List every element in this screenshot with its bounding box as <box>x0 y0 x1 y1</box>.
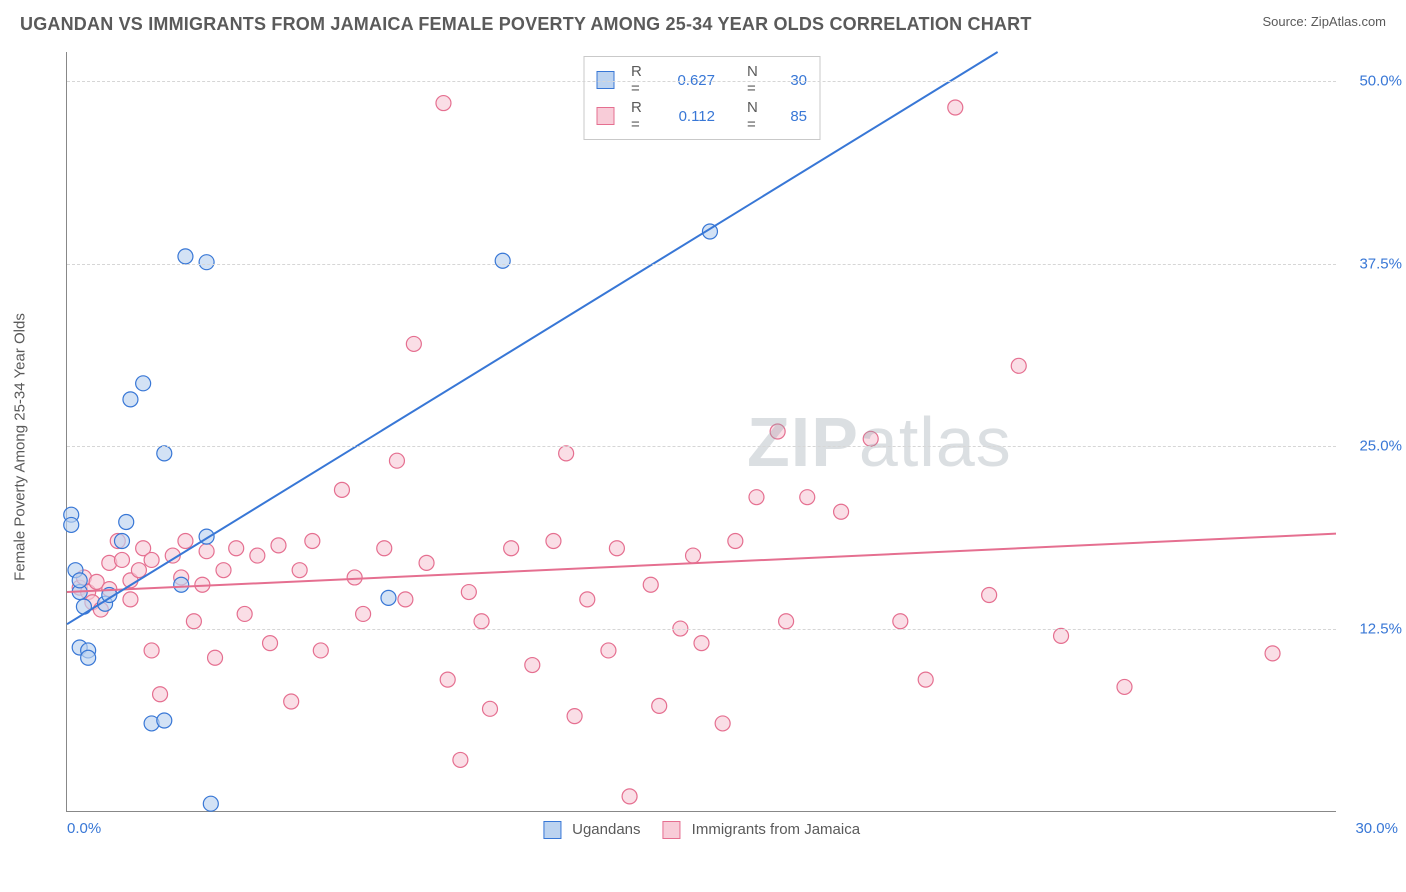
chart-area: Female Poverty Among 25-34 Year Olds ZIP… <box>46 52 1386 842</box>
chart-title: UGANDAN VS IMMIGRANTS FROM JAMAICA FEMAL… <box>20 14 1032 35</box>
legend-item-jamaica: Immigrants from Jamaica <box>663 821 861 839</box>
chart-source: Source: ZipAtlas.com <box>1262 14 1386 29</box>
correlation-stats-box: R = 0.627 N = 30 R = 0.112 N = 85 <box>583 56 820 140</box>
x-tick-max: 30.0% <box>1355 820 1398 837</box>
swatch-ugandans-icon <box>596 71 614 89</box>
chart-header: UGANDAN VS IMMIGRANTS FROM JAMAICA FEMAL… <box>0 0 1406 39</box>
stats-row-jamaica: R = 0.112 N = 85 <box>596 98 807 134</box>
x-tick-min: 0.0% <box>67 820 101 837</box>
bottom-legend: Ugandans Immigrants from Jamaica <box>543 821 860 839</box>
stats-row-ugandans: R = 0.627 N = 30 <box>596 62 807 98</box>
y-tick: 37.5% <box>1359 255 1402 272</box>
plot-region: ZIPatlas R = 0.627 N = 30 R = 0.112 N = … <box>66 52 1336 812</box>
swatch-ugandans-icon <box>543 821 561 839</box>
y-tick: 50.0% <box>1359 73 1402 90</box>
y-axis-label: Female Poverty Among 25-34 Year Olds <box>12 313 29 581</box>
legend-item-ugandans: Ugandans <box>543 821 641 839</box>
chart-canvas <box>67 52 1336 811</box>
y-tick: 12.5% <box>1359 620 1402 637</box>
swatch-jamaica-icon <box>596 107 614 125</box>
swatch-jamaica-icon <box>663 821 681 839</box>
y-tick: 25.0% <box>1359 438 1402 455</box>
